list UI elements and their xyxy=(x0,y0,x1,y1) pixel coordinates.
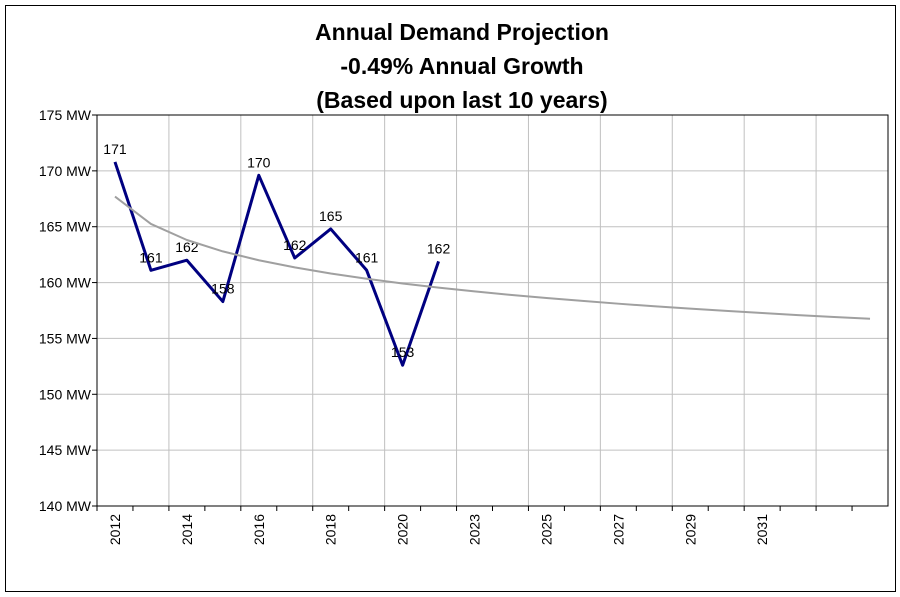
data-label: 161 xyxy=(139,249,163,265)
x-tick-label: 2025 xyxy=(538,514,554,545)
data-label: 170 xyxy=(247,154,271,170)
x-tick-label: 2012 xyxy=(107,514,123,545)
data-label: 153 xyxy=(391,344,415,360)
y-tick-label: 175 MW xyxy=(39,107,92,123)
y-tick-label: 170 MW xyxy=(39,163,92,179)
x-tick-label: 2020 xyxy=(395,514,411,545)
data-label: 165 xyxy=(319,208,343,224)
data-label: 162 xyxy=(175,239,199,255)
x-tick-label: 2014 xyxy=(179,514,195,545)
chart-title: (Based upon last 10 years) xyxy=(316,87,607,113)
y-tick-label: 155 MW xyxy=(39,330,92,346)
x-tick-label: 2016 xyxy=(251,514,267,545)
data-label: 161 xyxy=(355,249,379,265)
x-tick-label: 2023 xyxy=(467,514,483,545)
x-tick-label: 2027 xyxy=(610,514,626,545)
data-label: 158 xyxy=(211,281,235,297)
y-tick-label: 140 MW xyxy=(39,498,92,514)
y-tick-label: 150 MW xyxy=(39,386,92,402)
data-label: 162 xyxy=(283,237,307,253)
data-label: 171 xyxy=(103,141,127,157)
chart-frame xyxy=(5,5,896,592)
y-tick-label: 165 MW xyxy=(39,219,92,235)
y-tick-label: 145 MW xyxy=(39,442,92,458)
data-label: 162 xyxy=(427,240,451,256)
chart-title: Annual Demand Projection xyxy=(315,19,609,45)
line-series xyxy=(113,161,440,367)
chart-title: -0.49% Annual Growth xyxy=(340,53,583,79)
x-tick-label: 2018 xyxy=(323,514,339,545)
y-tick-label: 160 MW xyxy=(39,275,92,291)
line-series xyxy=(114,195,871,320)
x-tick-label: 2031 xyxy=(754,514,770,545)
x-tick-label: 2029 xyxy=(682,514,698,545)
